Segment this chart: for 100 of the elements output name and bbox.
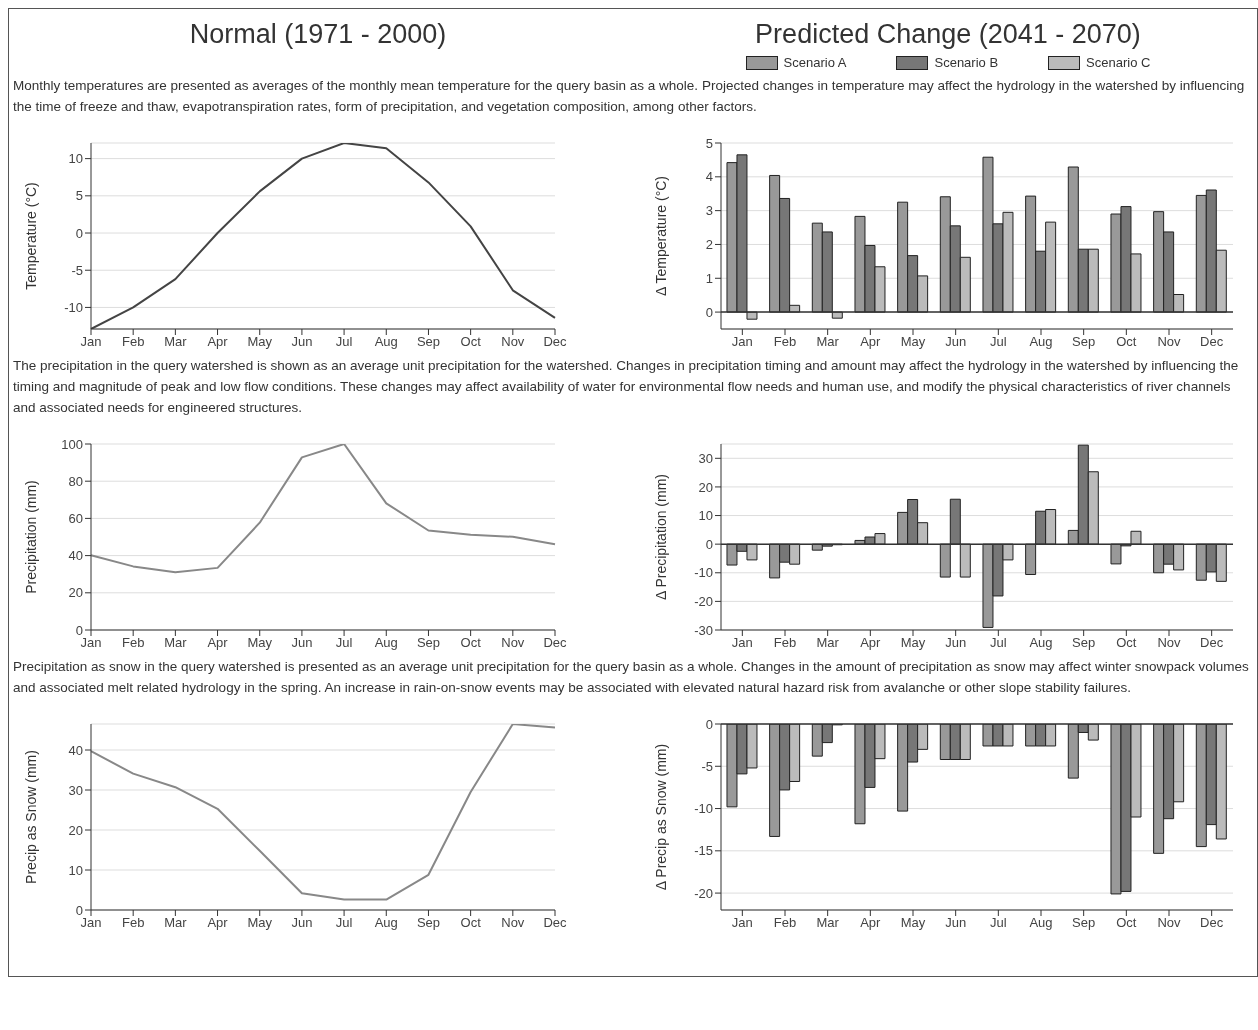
x-tick-label: Sep [416, 915, 441, 931]
y-axis-title: Temperature (°C) [22, 182, 39, 290]
x-tick-label: Sep [1072, 635, 1096, 651]
y-tick-label: 20 [698, 479, 713, 495]
x-tick-label: Aug [1029, 635, 1053, 651]
x-tick-label: Nov [1157, 334, 1182, 350]
x-tick-label: Jun [945, 635, 967, 651]
chart-title: Predicted Change (2041 - 2070) [754, 18, 1142, 51]
x-tick-label: Feb [773, 635, 797, 651]
y-tick-label: -10 [694, 801, 713, 817]
x-tick-label: Aug [1029, 334, 1053, 350]
y-axis-title: Δ Precipitation (mm) [652, 473, 669, 601]
x-tick-label: Aug [374, 635, 398, 651]
x-tick-label: Oct [1116, 915, 1137, 931]
x-tick-label: Aug [374, 915, 398, 931]
y-tick-label: 1 [705, 270, 713, 286]
x-tick-label: May [247, 635, 273, 651]
y-tick-label: 30 [68, 782, 83, 798]
x-tick-label: Jul [990, 334, 1007, 350]
x-tick-label: Jan [80, 915, 102, 931]
x-tick-label: Feb [121, 915, 145, 931]
y-tick-label: 80 [68, 473, 83, 489]
x-tick-label: Jul [335, 334, 353, 350]
y-tick-label: 60 [68, 511, 83, 527]
x-tick-label: Dec [1200, 915, 1224, 931]
x-tick-label: Jan [731, 334, 753, 350]
y-tick-label: 0 [705, 536, 713, 552]
x-tick-label: Mar [816, 334, 840, 350]
x-tick-label: Mar [164, 334, 188, 350]
y-tick-label: 30 [698, 450, 713, 466]
x-tick-label: Dec [543, 915, 568, 931]
x-tick-label: Aug [1029, 915, 1053, 931]
x-tick-label: Sep [1072, 334, 1096, 350]
y-tick-label: -20 [694, 594, 713, 609]
x-tick-label: Jan [731, 635, 753, 651]
x-tick-label: May [900, 915, 926, 931]
y-tick-label: 0 [75, 902, 83, 918]
y-tick-label: 40 [68, 548, 83, 564]
x-tick-label: Mar [164, 915, 188, 931]
x-tick-label: Jan [731, 915, 753, 931]
x-tick-label: Dec [543, 334, 568, 350]
y-tick-label: 0 [75, 622, 83, 638]
x-tick-label: Apr [207, 915, 229, 931]
x-tick-label: Jul [990, 635, 1007, 651]
x-tick-label: Sep [1072, 915, 1096, 931]
y-tick-label: 5 [705, 135, 713, 151]
x-tick-label: Mar [164, 635, 188, 651]
y-tick-label: -15 [694, 843, 713, 859]
y-axis-title: Δ Temperature (°C) [652, 176, 669, 296]
y-tick-label: -10 [64, 300, 83, 316]
legend-label: Scenario B [934, 55, 999, 70]
y-tick-label: 20 [68, 585, 83, 601]
x-tick-label: May [900, 635, 926, 651]
y-tick-label: 3 [705, 203, 713, 219]
x-tick-label: Jun [291, 915, 313, 931]
y-tick-label: 2 [705, 237, 713, 253]
x-tick-label: Jun [945, 915, 967, 931]
x-tick-label: Jul [335, 915, 353, 931]
x-tick-label: Jan [80, 334, 102, 350]
x-tick-label: Sep [416, 334, 441, 350]
y-tick-label: 0 [705, 304, 713, 320]
y-tick-label: 10 [68, 151, 83, 167]
x-tick-label: Jan [80, 635, 102, 651]
y-tick-label: 100 [61, 436, 83, 452]
x-tick-label: Jun [945, 334, 967, 350]
y-tick-label: -20 [694, 885, 713, 901]
y-axis-title: Precipitation (mm) [22, 480, 39, 594]
y-tick-label: -5 [701, 758, 713, 774]
y-tick-label: -10 [694, 565, 713, 581]
y-tick-label: 0 [75, 225, 83, 241]
y-axis-title: Δ Precip as Snow (mm) [652, 743, 669, 891]
x-tick-label: Nov [501, 915, 525, 931]
y-tick-label: 5 [75, 188, 83, 204]
x-tick-label: Nov [1157, 915, 1182, 931]
x-tick-label: Apr [860, 334, 882, 350]
text: Precipitation as snow in the query watershed is presented as an average unit precipitation for the query basin as a whole. Changes in the amount of precipitation as snow may affect winter snowpack volumes and associated melt related hydrology in the spring. An increase in rain-on-snow events may be associated with elevated natural hazard risk from avalanche or other slope stability failures. [13, 658, 1249, 697]
x-tick-label: Apr [207, 635, 229, 651]
y-tick-label: -30 [694, 622, 713, 638]
y-tick-label: 10 [68, 862, 83, 878]
legend-label: Scenario A [783, 55, 847, 70]
x-tick-label: Sep [416, 635, 441, 651]
x-tick-label: Oct [460, 334, 482, 350]
text: Monthly temperatures are presented as averages of the monthly mean temperature for the query basin as a whole. Projected changes in temperature may affect the hydrology in the watershed by influencing the time of freeze and thaw, evapotranspiration rates, form of precipitation, and vegetation composition, among other factors. [13, 77, 1246, 116]
chart-title: Normal (1971 - 2000) [188, 18, 448, 51]
y-tick-label: 40 [68, 742, 83, 758]
x-tick-label: Jul [335, 635, 353, 651]
x-tick-label: Apr [207, 334, 229, 350]
y-axis-title: Precip as Snow (mm) [22, 750, 39, 884]
x-tick-label: Mar [816, 915, 840, 931]
x-tick-label: Aug [374, 334, 398, 350]
y-tick-label: 4 [705, 169, 713, 185]
y-tick-label: 20 [68, 822, 83, 838]
x-tick-label: May [247, 334, 273, 350]
x-tick-label: Dec [1200, 635, 1224, 651]
x-tick-label: Apr [860, 915, 882, 931]
x-tick-label: Jun [291, 635, 313, 651]
x-tick-label: Oct [1116, 334, 1137, 350]
x-tick-label: Feb [121, 334, 145, 350]
x-tick-label: Oct [460, 635, 482, 651]
x-tick-label: Feb [773, 334, 797, 350]
